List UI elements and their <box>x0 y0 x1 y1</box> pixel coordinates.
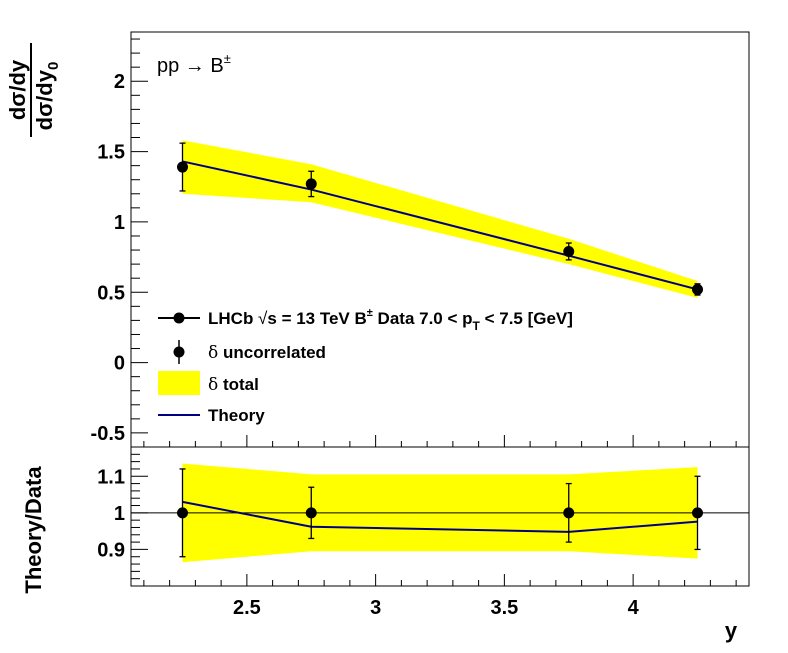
legend-uncorr-marker <box>173 346 185 358</box>
bottom-plot-frame <box>130 446 750 587</box>
bottom-ticks <box>131 446 737 587</box>
y-title-numerator: dσ/dy <box>5 59 30 120</box>
bottom-theory-polyline <box>182 500 698 533</box>
bottom-data-point <box>305 507 317 519</box>
bottom-x-tick-label: 3 <box>370 597 381 619</box>
y-title-denominator-sub: 0 <box>45 62 62 70</box>
bottom-y-tick-labels: 0.9 1 1.1 <box>97 466 125 561</box>
bottom-theory-line <box>182 500 698 533</box>
legend-entry-uncorrelated: δ uncorrelated <box>208 343 326 363</box>
legend-data-sqrt-text: s = 13 TeV B <box>267 309 366 328</box>
top-panel: -0.5 0 0.5 1 1.5 2 <box>91 31 750 448</box>
top-band-polygon <box>182 140 698 298</box>
legend-entry-data: LHCb √s = 13 TeV B± Data 7.0 < pT < 7.5 … <box>208 307 573 333</box>
y-title-denominator-main: dσ/dy <box>32 69 57 130</box>
top-data-point <box>177 161 188 173</box>
top-y-tick-label: 1 <box>114 212 125 234</box>
legend: LHCb √s = 13 TeV B± Data 7.0 < pT < 7.5 … <box>158 307 573 425</box>
top-y-tick-label: -0.5 <box>91 423 125 445</box>
top-y-tick-labels: -0.5 0 0.5 1 1.5 2 <box>91 71 125 445</box>
legend-total-symbol: δ <box>208 375 218 395</box>
legend-data-post: < 7.5 [GeV] <box>480 309 573 328</box>
bottom-data-point <box>692 507 703 519</box>
bottom-data-point <box>563 507 575 519</box>
top-data-point <box>305 178 317 190</box>
bottom-data-points <box>177 468 703 558</box>
top-ticks <box>131 38 737 448</box>
legend-data-sup: ± <box>367 307 373 319</box>
legend-uncorr-symbol: δ <box>208 343 218 363</box>
top-y-tick-label: 1.5 <box>97 142 125 164</box>
top-theory-polyline <box>182 160 698 291</box>
process-text: pp → B <box>157 55 224 77</box>
bottom-x-tick-labels: 2.5 3 3.5 4 <box>233 597 640 619</box>
top-y-tick-label: 0 <box>114 353 125 375</box>
top-y-tick-label: 2 <box>114 71 125 93</box>
legend-data-mid: Data 7.0 < p <box>373 309 473 328</box>
bottom-y-tick-label: 0.9 <box>97 539 125 561</box>
bottom-x-tick-label: 4 <box>628 597 640 619</box>
top-total-band <box>182 140 698 298</box>
legend-sqrt-sign: √ <box>258 309 268 328</box>
top-y-tick-label: 0.5 <box>97 282 125 304</box>
bottom-y-axis-title: Theory/Data <box>21 466 46 594</box>
bottom-data-point <box>177 507 188 519</box>
legend-entry-total: δ total <box>208 375 259 395</box>
legend-entry-theory: Theory <box>208 406 265 425</box>
bottom-x-tick-label: 3.5 <box>490 597 518 619</box>
x-axis-title: y <box>725 618 738 643</box>
top-data-points <box>177 142 703 296</box>
legend-total-swatch <box>158 371 200 395</box>
process-annotation: pp → B± <box>157 51 231 77</box>
y-title-denominator: dσ/dy0 <box>32 62 62 131</box>
legend-uncorr-label: uncorrelated <box>218 343 326 362</box>
legend-data-sub: T <box>473 319 481 333</box>
bottom-x-tick-label: 2.5 <box>233 597 261 619</box>
bottom-y-tick-label: 1 <box>114 503 125 525</box>
legend-data-marker <box>173 312 185 324</box>
legend-total-label: total <box>218 375 259 394</box>
top-data-point <box>563 245 575 257</box>
top-y-axis-title: dσ/dy dσ/dy0 <box>5 43 62 137</box>
bottom-y-tick-label: 1.1 <box>97 466 125 488</box>
top-data-point <box>692 283 703 295</box>
bottom-panel: 0.9 1 1.1 2.5 3 3.5 4 <box>97 446 750 619</box>
legend-data-pre: LHCb <box>208 309 258 328</box>
top-theory-line <box>182 160 698 291</box>
process-superscript: ± <box>224 51 231 66</box>
